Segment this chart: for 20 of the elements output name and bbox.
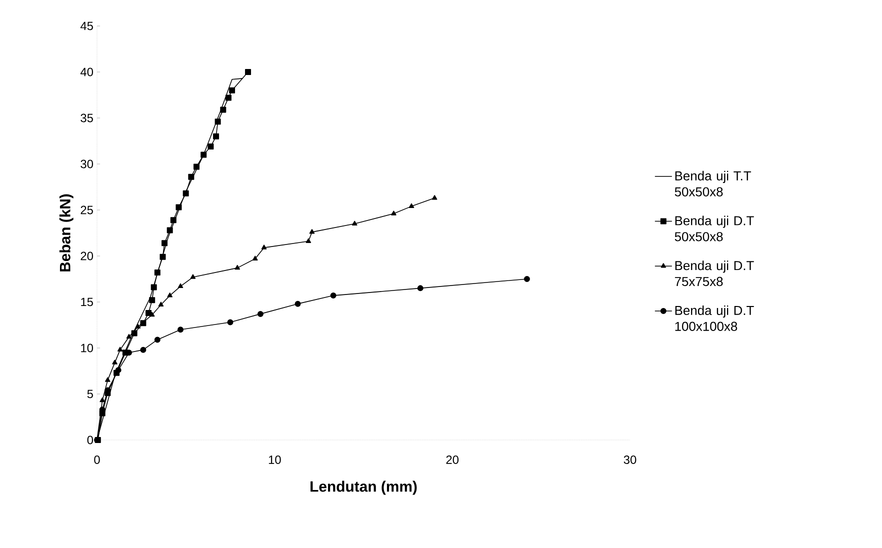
x-tick-label: 20	[446, 456, 459, 464]
y-tick-label: 45	[80, 22, 93, 30]
legend-label: Benda uji T.T 50x50x8	[674, 170, 752, 196]
legend-label: Benda uji D.T 100x100x8	[675, 306, 754, 331]
y-tick-label: 0	[87, 436, 94, 444]
y-tick-label: 20	[80, 252, 94, 260]
x-tick-label: 10	[268, 456, 281, 464]
legend-label: Benda uji D.T 50x50x8	[674, 216, 754, 242]
legend-label: Benda uji D.T 75x75x8	[674, 260, 754, 286]
y-tick-label: 35	[80, 114, 93, 122]
y-tick-label: 25	[80, 206, 93, 214]
x-tick-label: 0	[94, 456, 100, 464]
y-tick-label: 40	[80, 68, 94, 76]
y-tick-label: 15	[81, 298, 93, 306]
y-tick-label: 5	[87, 390, 93, 398]
y-axis-title: Beban (kN)	[59, 194, 74, 272]
y-tick-label: 30	[80, 160, 94, 168]
x-axis-title: Lendutan (mm)	[310, 480, 417, 495]
x-tick-label: 30	[624, 456, 636, 464]
y-tick-label: 10	[81, 344, 94, 352]
